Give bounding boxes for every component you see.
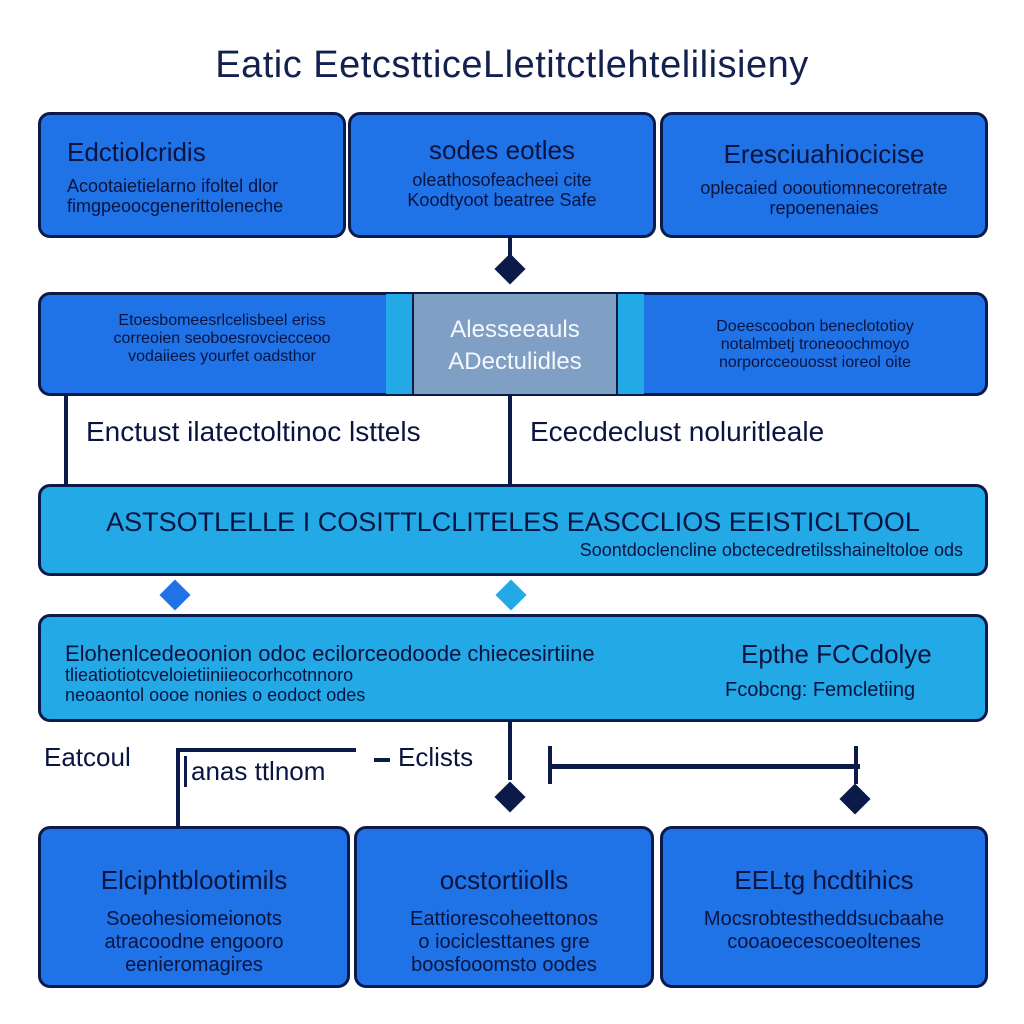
top-middle-box: sodes eotles oleathosofeacheei cite Kood… [348, 112, 656, 238]
box-text-line: Doeescoobon beneclototioy [716, 318, 914, 335]
box-heading: Edctiolcridis [67, 137, 206, 167]
connector-diamond [494, 253, 526, 285]
connector-line [374, 758, 390, 762]
connector-line [176, 748, 180, 826]
connector-line [508, 396, 512, 484]
box-text-line: atracoodne engooro [104, 931, 284, 953]
box-text-line: eenieromagires [125, 954, 263, 976]
bottom-left-box: Elciphtblootimils Soeohesiomeionots atra… [38, 826, 350, 988]
box-text-line: vodaiiees yourfet oadsthor [128, 348, 316, 365]
fourth-row-box: Elohenlcedeoonion odoc ecilorceodoode ch… [38, 614, 988, 722]
connector-line [854, 746, 858, 784]
box-text-line: Elohenlcedeoonion odoc ecilorceodoode ch… [65, 641, 595, 666]
box-text-line: Soeohesiomeionots [106, 908, 282, 930]
fourth-row-right-subtext: Fcobcng: Femcletiing [725, 679, 916, 701]
connector-line [550, 764, 860, 769]
box-text-line: cooaoecescoeoltenes [727, 931, 921, 953]
box-text-line: neoaontol oooe nonies o eodoct odes [65, 685, 366, 705]
box-heading: EELtg hcdtihics [734, 865, 914, 895]
cyan-separator [386, 294, 412, 394]
diagram-title: Eatic EetcstticeLletitctlehtelilisieny [215, 44, 809, 86]
fourth-row-right-heading: Epthe FCCdolye [741, 639, 932, 669]
connector-line [64, 396, 68, 484]
box-text-line: repoenenaies [769, 198, 879, 218]
connector-label: anas ttlnom [184, 756, 325, 787]
middle-label-right: Ececdeclust noluritleale [530, 416, 825, 447]
connector-label: Eclists [398, 742, 474, 772]
band-heading: ASTSOTLELLE I COSITTLCLITELES EASCCLIOS … [106, 507, 920, 537]
top-right-box: Eresciuahiocicise oplecaied oooutiomneco… [660, 112, 988, 238]
main-band: ASTSOTLELLE I COSITTLCLITELES EASCCLIOS … [38, 484, 988, 576]
second-row-left-text: Etoesbomeesrlcelisbeel eriss correoien s… [62, 312, 382, 366]
box-text-line: o iociclesttanes gre [418, 931, 590, 953]
connector-line [508, 722, 512, 780]
box-text-line: fimgpeoocgenerittoleneche [67, 196, 284, 216]
box-text-line: oplecaied oooutiomnecoretrate [700, 178, 948, 198]
top-left-box: Edctiolcridis Acootaietielarno ifoltel d… [38, 112, 346, 238]
box-text-line: boosfooomsto oodes [411, 954, 597, 976]
second-row-middle-box: Alesseeauls ADectulidles [412, 294, 618, 394]
box-text-line: oleathosofeacheei cite [412, 170, 592, 190]
box-heading: sodes eotles [429, 135, 575, 165]
bottom-right-box: EELtg hcdtihics Mocsrobtestheddsucbaahe … [660, 826, 988, 988]
box-heading: Eresciuahiocicise [723, 139, 925, 169]
fourth-row-text: Elohenlcedeoonion odoc ecilorceodoode ch… [65, 641, 705, 706]
box-text-line: correoien seoboesrovciecceoo [113, 330, 331, 347]
box-text-line: Eattiorescoheettonos [410, 908, 598, 930]
box-heading: ocstortiiolls [439, 865, 569, 895]
cyan-separator [618, 294, 644, 394]
second-row-right-text: Doeescoobon beneclototioy notalmbetj tro… [650, 318, 980, 372]
bottom-middle-box: ocstortiiolls Eattiorescoheettonos o ioc… [354, 826, 654, 988]
box-text-line: Etoesbomeesrlcelisbeel eriss [118, 312, 326, 329]
box-text-line: tlieatiotiotcveloietiiniieocorhcotnnoro [65, 665, 354, 685]
connector-line [508, 238, 512, 260]
band-subtext: Soontdoclencline obctecedretilsshainelto… [579, 540, 963, 560]
box-text-line: norporcceouosst ioreol oite [718, 354, 912, 371]
box-text-line: Koodtyoot beatree Safe [407, 190, 597, 210]
connector-label: Eatcoul [44, 742, 131, 772]
box-text-line: Mocsrobtestheddsucbaahe [703, 908, 945, 930]
box-text-line: notalmbetj troneoochmoyo [720, 336, 910, 353]
connector-line [176, 748, 356, 752]
box-heading: Elciphtblootimils [100, 865, 288, 895]
connector-diamond [495, 579, 527, 611]
middle-label-left: Enctust ilatectoltinoc lsttels [86, 416, 421, 447]
box-text-line: Alesseeauls [450, 316, 580, 343]
connector-line [548, 746, 552, 784]
connector-diamond [159, 579, 191, 611]
connector-diamond [839, 783, 871, 815]
box-text-line: ADectulidles [448, 348, 582, 375]
box-text-line: Acootaietielarno ifoltel dlor [67, 176, 279, 196]
connector-diamond [494, 781, 526, 813]
